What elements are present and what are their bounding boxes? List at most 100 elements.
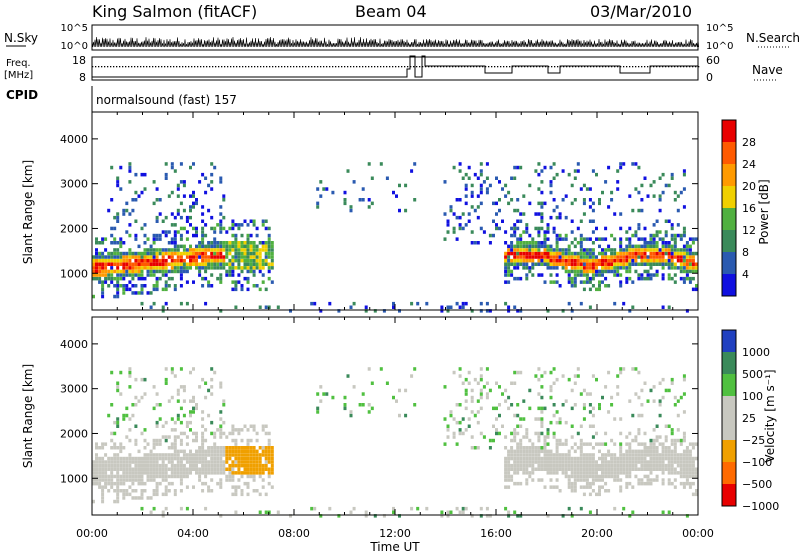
velocity-cell <box>573 460 577 464</box>
freq-dot <box>422 66 424 68</box>
power-cell <box>573 244 577 249</box>
velocity-cell <box>207 453 211 457</box>
power-cell <box>482 230 486 234</box>
velocity-cell <box>234 463 238 468</box>
velocity-cell <box>679 460 683 464</box>
velocity-cell <box>652 428 656 432</box>
power-cell <box>619 165 623 170</box>
velocity-cell <box>198 449 202 454</box>
power-cell <box>498 208 501 213</box>
power-cell <box>179 255 183 259</box>
velocity-cell <box>152 385 156 389</box>
velocity-cell <box>573 471 577 475</box>
velocity-cell <box>534 374 538 378</box>
power-cell <box>637 208 641 213</box>
power-cell <box>255 226 259 231</box>
velocity-cell <box>470 395 474 400</box>
velocity-cell <box>540 395 544 400</box>
velocity-cell <box>222 453 226 457</box>
power-cell <box>170 237 174 241</box>
velocity-cell <box>649 453 653 457</box>
velocity-cell <box>189 463 192 468</box>
power-cell <box>467 219 471 223</box>
power-cell <box>243 244 247 249</box>
velocity-cell <box>634 438 638 443</box>
velocity-cell <box>540 431 544 436</box>
power-cell <box>543 230 547 234</box>
velocity-cell <box>537 453 541 457</box>
power-cell <box>679 233 683 238</box>
power-cell <box>167 255 171 259</box>
power-cell <box>146 262 150 266</box>
power-cell <box>531 266 535 270</box>
velocity-cell <box>543 463 547 468</box>
power-cell <box>588 219 592 223</box>
velocity-cell <box>534 453 538 457</box>
velocity-cell <box>507 514 511 518</box>
freq-dot <box>320 66 322 68</box>
velocity-cell <box>555 420 559 425</box>
velocity-cell <box>691 471 695 475</box>
power-cell <box>143 172 147 177</box>
power-cell <box>219 262 223 266</box>
velocity-cell <box>567 456 571 461</box>
velocity-cell <box>246 467 250 471</box>
power-cell <box>616 187 620 191</box>
velocity-cell <box>561 471 565 475</box>
power-cell <box>622 266 626 270</box>
velocity-cell <box>485 367 489 371</box>
velocity-cell <box>264 492 268 497</box>
velocity-cell <box>443 442 447 446</box>
power-cell <box>104 280 108 284</box>
velocity-cell <box>116 388 120 393</box>
power-cell <box>607 248 611 252</box>
velocity-cell <box>116 499 120 504</box>
velocity-cell <box>413 403 417 407</box>
velocity-cell <box>685 471 689 475</box>
power-cell <box>549 255 553 259</box>
velocity-cell <box>113 499 117 504</box>
power-cell <box>646 241 650 245</box>
velocity-cell <box>155 481 159 486</box>
power-cell <box>688 266 692 270</box>
freq-dot <box>362 66 364 68</box>
velocity-cell <box>198 474 202 479</box>
power-cell <box>219 266 223 270</box>
power-cell <box>658 208 662 213</box>
power-cell <box>682 266 686 270</box>
freq-dot <box>197 66 199 68</box>
power-cell <box>101 294 105 299</box>
power-cell <box>249 258 253 263</box>
velocity-cell <box>204 506 208 511</box>
velocity-cell <box>498 385 501 389</box>
power-cell <box>170 251 174 256</box>
power-cell <box>607 262 611 266</box>
velocity-cell <box>673 485 677 489</box>
power-cell <box>525 244 529 249</box>
power-cell <box>222 194 226 198</box>
power-cell <box>555 273 559 277</box>
velocity-cell <box>613 474 617 479</box>
velocity-cell <box>534 449 538 454</box>
velocity-cell <box>582 463 586 468</box>
power-cell <box>543 248 547 252</box>
power-cell <box>134 273 138 277</box>
velocity-cell <box>643 481 647 486</box>
velocity-cell <box>519 453 523 457</box>
velocity-cell <box>619 431 623 436</box>
power-cell <box>646 262 650 266</box>
power-cell <box>601 262 604 266</box>
power-cell <box>234 258 238 263</box>
power-cell <box>670 244 674 249</box>
velocity-cell <box>164 456 168 461</box>
power-cell <box>604 237 608 241</box>
velocity-cell <box>531 453 535 457</box>
power-cell <box>231 223 235 227</box>
power-cell <box>243 262 247 266</box>
velocity-cell <box>619 370 623 375</box>
velocity-cell <box>567 467 571 471</box>
power-cell <box>140 190 144 195</box>
power-cell <box>667 251 671 256</box>
power-cell <box>479 226 483 231</box>
power-cell <box>631 248 635 252</box>
